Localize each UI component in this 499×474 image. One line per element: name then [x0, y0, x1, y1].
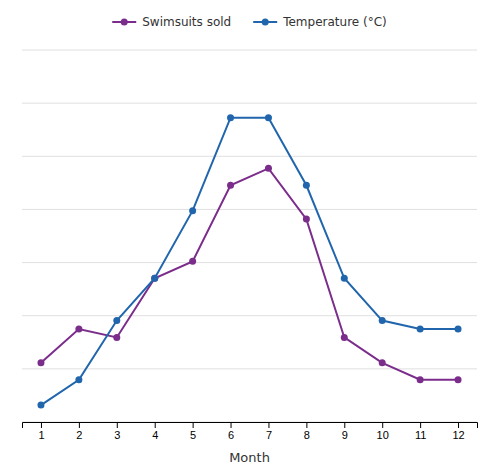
series-point: [151, 275, 158, 282]
x-tick-label: 12: [452, 429, 464, 441]
x-tick: 7: [266, 422, 272, 441]
x-tick: 2: [76, 422, 82, 441]
x-tick-mark: [41, 422, 42, 428]
series-point: [113, 334, 120, 341]
x-tick-mark: [420, 422, 421, 428]
series-point: [189, 207, 196, 214]
x-tick: 9: [342, 422, 348, 441]
x-axis: 123456789101112: [23, 422, 478, 441]
x-tick: 1: [38, 422, 44, 441]
series-point: [227, 182, 234, 189]
x-tick-label: 9: [342, 429, 348, 441]
x-tick-label: 6: [228, 429, 234, 441]
series-point: [341, 275, 348, 282]
x-tick-label: 5: [190, 429, 196, 441]
series-point: [455, 376, 462, 383]
x-tick-mark: [344, 422, 345, 428]
grid-line: [22, 103, 477, 104]
x-tick-label: 1: [38, 429, 44, 441]
legend-item: Temperature (°C): [253, 15, 387, 29]
series-point: [379, 359, 386, 366]
legend: Swimsuits sold Temperature (°C): [112, 15, 387, 29]
x-tick-label: 4: [152, 429, 158, 441]
x-tick: 6: [228, 422, 234, 441]
x-axis-title: Month: [229, 450, 270, 465]
series-point: [417, 376, 424, 383]
x-tick-mark: [117, 422, 118, 428]
x-tick-mark: [306, 422, 307, 428]
series-point: [303, 216, 310, 223]
series-point: [265, 114, 272, 121]
x-tick-label: 11: [415, 429, 426, 441]
x-tick-label: 7: [266, 429, 272, 441]
chart: 123456789101112MonthSwimsuits soldTemper…: [0, 0, 499, 474]
series-point: [151, 275, 158, 282]
x-tick-label: 8: [304, 429, 310, 441]
series-point: [75, 376, 82, 383]
x-tick: 11: [415, 422, 426, 441]
series-point: [265, 165, 272, 172]
x-tick: 4: [152, 422, 158, 441]
legend-marker: [262, 19, 269, 26]
x-tick-mark: [79, 422, 80, 428]
series-point: [113, 317, 120, 324]
grid-line: [22, 262, 477, 263]
series-point: [227, 114, 234, 121]
grid: [22, 50, 477, 422]
grid-line: [22, 315, 477, 316]
marks: [37, 114, 461, 408]
series-point: [417, 326, 424, 333]
series-line: [41, 168, 458, 379]
x-tick: 10: [377, 422, 389, 441]
x-tick: 5: [190, 422, 196, 441]
x-tick-mark: [231, 422, 232, 428]
series-point: [379, 317, 386, 324]
grid-line: [22, 50, 477, 51]
x-tick-mark: [155, 422, 156, 428]
grid-line: [22, 368, 477, 369]
x-tick: 3: [114, 422, 120, 441]
x-tick: 12: [452, 422, 464, 441]
plot: 123456789101112Month: [22, 50, 478, 465]
series-point: [455, 326, 462, 333]
legend-label: Swimsuits sold: [142, 15, 231, 29]
x-tick-label: 3: [114, 429, 120, 441]
series-line: [41, 118, 458, 405]
x-tick-mark: [193, 422, 194, 428]
series-point: [37, 402, 44, 409]
grid-line: [22, 156, 477, 157]
x-tick-label: 2: [76, 429, 82, 441]
legend-marker: [121, 19, 128, 26]
x-tick-mark: [382, 422, 383, 428]
x-tick-label: 10: [377, 429, 389, 441]
series-point: [303, 182, 310, 189]
grid-line: [22, 209, 477, 210]
legend-label: Temperature (°C): [282, 15, 387, 29]
x-axis-line: [23, 423, 478, 429]
series-point: [341, 334, 348, 341]
series-point: [189, 258, 196, 265]
x-tick-mark: [458, 422, 459, 428]
x-tick-mark: [268, 422, 269, 428]
legend-item: Swimsuits sold: [112, 15, 231, 29]
series-point: [37, 359, 44, 366]
series-point: [75, 326, 82, 333]
x-tick: 8: [304, 422, 310, 441]
